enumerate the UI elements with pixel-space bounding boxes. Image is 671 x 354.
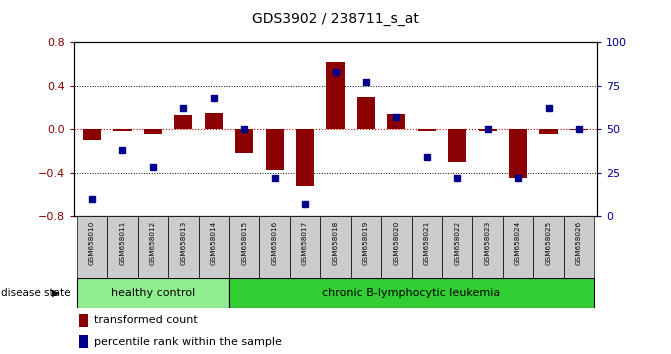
Bar	[381, 216, 411, 278]
Bar	[229, 216, 260, 278]
Bar	[113, 129, 132, 131]
Bar	[472, 216, 503, 278]
Text: ▶: ▶	[52, 288, 59, 298]
Bar	[144, 129, 162, 133]
Text: GSM658018: GSM658018	[333, 221, 338, 265]
Text: chronic B-lymphocytic leukemia: chronic B-lymphocytic leukemia	[323, 288, 501, 298]
Bar	[570, 129, 588, 130]
Text: GSM658013: GSM658013	[180, 221, 187, 265]
Text: GDS3902 / 238711_s_at: GDS3902 / 238711_s_at	[252, 12, 419, 27]
Bar	[478, 129, 497, 131]
Bar	[357, 97, 375, 129]
Bar	[266, 129, 284, 170]
Text: GSM658023: GSM658023	[484, 221, 491, 265]
Text: GSM658024: GSM658024	[515, 221, 521, 265]
Bar	[235, 129, 254, 153]
Text: GSM658026: GSM658026	[576, 221, 582, 265]
Bar	[260, 216, 290, 278]
Bar	[564, 216, 594, 278]
Bar	[533, 216, 564, 278]
Bar	[77, 216, 107, 278]
Bar	[174, 115, 193, 129]
Text: transformed count: transformed count	[94, 315, 197, 325]
Bar	[387, 114, 405, 129]
Text: GSM658025: GSM658025	[546, 221, 552, 265]
Text: GSM658015: GSM658015	[241, 221, 247, 265]
Bar	[77, 278, 229, 308]
Bar	[107, 216, 138, 278]
Text: GSM658014: GSM658014	[211, 221, 217, 265]
Bar	[199, 216, 229, 278]
Bar	[138, 216, 168, 278]
Text: GSM658019: GSM658019	[363, 221, 369, 265]
Text: GSM658020: GSM658020	[393, 221, 399, 265]
Bar	[296, 129, 314, 185]
Bar	[509, 129, 527, 178]
Bar	[417, 129, 436, 131]
Text: disease state: disease state	[1, 288, 70, 298]
Text: GSM658017: GSM658017	[302, 221, 308, 265]
Bar	[539, 129, 558, 133]
Bar	[351, 216, 381, 278]
Text: GSM658012: GSM658012	[150, 221, 156, 265]
Bar	[503, 216, 533, 278]
Bar	[326, 62, 345, 129]
Bar	[229, 278, 594, 308]
Bar	[442, 216, 472, 278]
Text: GSM658010: GSM658010	[89, 221, 95, 265]
Bar	[79, 335, 89, 348]
Bar	[290, 216, 320, 278]
Bar	[79, 314, 89, 327]
Bar	[320, 216, 351, 278]
Text: GSM658011: GSM658011	[119, 221, 125, 265]
Text: GSM658016: GSM658016	[272, 221, 278, 265]
Text: GSM658021: GSM658021	[424, 221, 430, 265]
Bar	[168, 216, 199, 278]
Bar	[411, 216, 442, 278]
Bar	[83, 129, 101, 140]
Text: GSM658022: GSM658022	[454, 221, 460, 265]
Text: percentile rank within the sample: percentile rank within the sample	[94, 337, 282, 347]
Text: healthy control: healthy control	[111, 288, 195, 298]
Bar	[448, 129, 466, 162]
Bar	[205, 113, 223, 129]
